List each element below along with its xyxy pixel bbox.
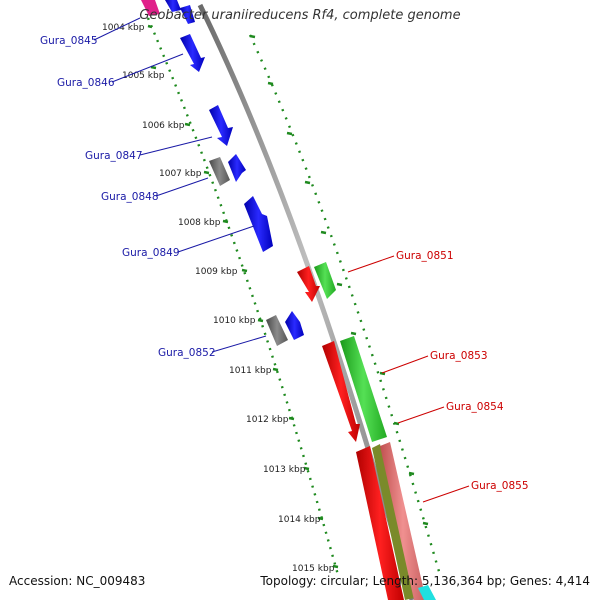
scale-label: 1009 kbp (195, 267, 238, 277)
scale-label: 1006 kbp (142, 121, 185, 131)
scale-label: 1005 kbp (122, 71, 165, 81)
scale-label: 1015 kbp (292, 564, 335, 574)
gene-label-left[interactable]: Gura_0847 (85, 150, 143, 162)
gene-cyan (418, 585, 436, 600)
gene-blue (285, 311, 304, 340)
gene-blue (165, 0, 181, 12)
genome-summary-text: Topology: circular; Length: 5,136,364 bp… (260, 574, 590, 588)
gene-label-left[interactable]: Gura_0845 (40, 35, 98, 47)
gene-pink (380, 442, 426, 600)
scale-tick (272, 367, 279, 372)
scale-label: 1008 kbp (178, 218, 221, 228)
gene-blue (228, 154, 246, 182)
gene-olive (372, 444, 414, 600)
gene-label-right[interactable]: Gura_0851 (396, 250, 454, 262)
scale-label: 1014 kbp (278, 515, 321, 525)
gene-green (314, 262, 336, 299)
scale-label: 1013 kbp (263, 465, 306, 475)
scale-tick (222, 219, 229, 224)
scale-tick (150, 65, 157, 70)
gene-label-right[interactable]: Gura_0855 (471, 480, 529, 492)
scale-label: 1007 kbp (159, 169, 202, 179)
outer-genes (297, 262, 436, 600)
gene-green (340, 336, 387, 442)
gene-label-left[interactable]: Gura_0848 (101, 191, 159, 203)
right-leader-lines (347, 255, 470, 503)
scale-tick (257, 318, 264, 323)
gene-label-right[interactable]: Gura_0854 (446, 401, 504, 413)
left-gene-labels: Gura_0845 Gura_0846 Gura_0847 Gura_0848 Gura… (40, 35, 216, 359)
scale-tick (184, 122, 191, 127)
scale-tick (332, 564, 339, 569)
gene-label-right[interactable]: Gura_0853 (430, 350, 488, 362)
gene-label-left[interactable]: Gura_0852 (158, 347, 216, 359)
scale-labels: 1004 kbp 1005 kbp 1006 kbp 1007 kbp 1008 kbp… (102, 23, 335, 574)
outer-ring-ticks (249, 34, 429, 526)
outer-dotted-ring (248, 34, 442, 576)
gene-gray (266, 315, 288, 346)
scale-tick (241, 268, 248, 273)
scale-label: 1004 kbp (102, 23, 145, 33)
gene-label-left[interactable]: Gura_0849 (122, 247, 180, 259)
scale-label: 1012 kbp (246, 415, 289, 425)
left-leader-lines (93, 17, 267, 353)
gene-blue (180, 34, 205, 72)
gene-blue (180, 5, 195, 24)
scale-label: 1010 kbp (213, 316, 256, 326)
scale-tick (288, 416, 295, 421)
map-title: Geobacter uraniireducens Rf4, complete g… (139, 8, 461, 23)
scale-tick (303, 466, 310, 471)
scale-ticks (147, 24, 339, 569)
inner-genes (141, 0, 304, 346)
right-gene-labels: Gura_0851 Gura_0853 Gura_0854 Gura_0855 (396, 250, 529, 492)
gene-blue (209, 105, 233, 146)
gene-label-left[interactable]: Gura_0846 (57, 77, 115, 89)
gene-gray (209, 157, 230, 186)
scale-tick (203, 170, 210, 175)
gene-magenta (141, 0, 160, 16)
gene-red (356, 446, 404, 600)
gene-blue (244, 196, 273, 252)
accession-text: Accession: NC_009483 (9, 574, 146, 588)
gene-red (322, 341, 360, 442)
scale-tick (317, 516, 324, 521)
scale-label: 1011 kbp (229, 366, 272, 376)
gene-red (297, 266, 320, 302)
scale-tick (147, 24, 153, 29)
